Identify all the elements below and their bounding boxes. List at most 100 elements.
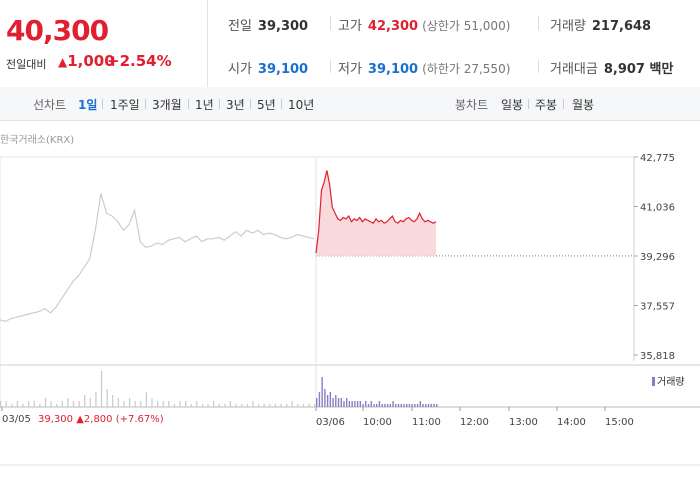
volume-bar bbox=[324, 389, 326, 407]
volume-bar bbox=[302, 404, 304, 407]
period-3m[interactable]: 3개월 bbox=[152, 98, 182, 112]
current-price: 40,300 bbox=[6, 14, 109, 47]
volume-bar bbox=[376, 404, 378, 407]
prev-day-change: 2,800 bbox=[83, 414, 113, 425]
trade-value-value: 8,907 백만 bbox=[603, 62, 674, 77]
y-tick-label: 39,296 bbox=[640, 252, 675, 263]
volume-value: 217,648 bbox=[591, 19, 652, 34]
volume-bar bbox=[274, 404, 276, 407]
y-tick-label: 41,036 bbox=[640, 203, 675, 214]
volume-bar bbox=[252, 401, 254, 407]
volume-bar bbox=[0, 401, 2, 407]
prev-day-pct: (+7.67%) bbox=[115, 414, 164, 425]
volume-bar bbox=[106, 389, 108, 407]
period-10y[interactable]: 10년 bbox=[288, 98, 315, 112]
volume-bar bbox=[39, 404, 41, 407]
volume-bar bbox=[386, 404, 389, 407]
volume-bar bbox=[285, 404, 288, 407]
trade-value: 거래대금 8,907 백만 bbox=[550, 58, 673, 77]
trade-value-label: 거래대금 bbox=[550, 62, 598, 77]
volume-bar bbox=[117, 398, 119, 407]
x-tick-label: 12:00 bbox=[460, 417, 489, 428]
low: 저가 39,100 (하한가 27,550) bbox=[338, 58, 510, 77]
candle-weekly[interactable]: 주봉 bbox=[535, 98, 558, 112]
volume-bar bbox=[16, 401, 19, 407]
volume-bar bbox=[67, 398, 69, 407]
volume-bar bbox=[316, 398, 318, 407]
volume-bar bbox=[321, 377, 323, 407]
volume-bar bbox=[297, 404, 299, 407]
period-1w[interactable]: 1주일 bbox=[110, 98, 140, 112]
prev-close: 전일 39,300 bbox=[228, 15, 308, 34]
volume-bar bbox=[22, 404, 24, 407]
upper-limit: (상한가 51,000) bbox=[422, 19, 511, 33]
period-5y[interactable]: 5년 bbox=[257, 98, 276, 112]
candle-monthly[interactable]: 월봉 bbox=[572, 98, 595, 112]
volume-bar bbox=[348, 401, 351, 407]
volume-bar bbox=[95, 392, 97, 407]
line-chart-label: 선차트 bbox=[33, 98, 67, 112]
volume-bar bbox=[33, 401, 35, 407]
lower-limit: (하한가 27,550) bbox=[422, 62, 511, 76]
volume-bar bbox=[145, 392, 147, 407]
y-tick-label: 42,775 bbox=[640, 153, 675, 164]
volume-bar bbox=[425, 404, 427, 407]
volume-bar bbox=[190, 404, 192, 407]
low-label: 저가 bbox=[338, 62, 362, 77]
x-tick-label: 11:00 bbox=[412, 417, 441, 428]
candle-chart-label: 봉차트 bbox=[455, 98, 489, 112]
change-amount: 1,000 bbox=[67, 52, 115, 70]
volume-bar bbox=[314, 404, 316, 407]
x-tick-label: 15:00 bbox=[605, 417, 634, 428]
volume-bar bbox=[179, 401, 181, 407]
volume-legend: 거래량 bbox=[652, 373, 685, 388]
data-source: 한국거래소(KRX) bbox=[0, 135, 75, 146]
volume-bar bbox=[72, 401, 75, 407]
volume-bar bbox=[78, 401, 80, 407]
change-percent: +2.54% bbox=[107, 52, 172, 70]
volume-bar bbox=[329, 392, 332, 407]
volume-bar bbox=[395, 404, 397, 407]
volume-bar bbox=[229, 401, 232, 407]
volume-bar bbox=[389, 404, 392, 407]
volume-bar bbox=[414, 404, 416, 407]
volume-bar bbox=[280, 404, 282, 407]
prev-day-date: 03/05 bbox=[2, 414, 31, 425]
period-1y[interactable]: 1년 bbox=[195, 98, 214, 112]
today-area bbox=[316, 170, 436, 256]
volume-label: 거래량 bbox=[550, 19, 586, 34]
volume-bar bbox=[11, 404, 13, 407]
price-box: 40,300 전일대비 ▲1,000 +2.54% bbox=[0, 0, 208, 87]
volume-bar bbox=[367, 404, 370, 407]
high-label: 고가 bbox=[338, 19, 362, 34]
x-tick-label: 14:00 bbox=[557, 417, 586, 428]
volume-bar bbox=[128, 398, 131, 407]
y-tick-label: 35,818 bbox=[640, 351, 675, 362]
volume-bar bbox=[381, 404, 383, 407]
volume-bar bbox=[422, 404, 424, 407]
volume-bar bbox=[436, 404, 438, 407]
volume-bar bbox=[337, 398, 340, 407]
high-value: 42,300 bbox=[367, 19, 419, 34]
change-label: 전일대비 bbox=[6, 58, 47, 71]
volume-bar bbox=[408, 404, 411, 407]
volume-bar bbox=[140, 401, 142, 407]
volume-bar bbox=[373, 404, 375, 407]
period-3y[interactable]: 3년 bbox=[226, 98, 245, 112]
volume-bar bbox=[419, 401, 422, 407]
volume-bar bbox=[365, 401, 367, 407]
period-1d[interactable]: 1일 bbox=[78, 98, 98, 112]
volume-bar bbox=[433, 404, 435, 407]
volume-bar bbox=[257, 404, 260, 407]
volume-bar bbox=[354, 401, 356, 407]
volume-bar bbox=[291, 401, 293, 407]
volume-bar bbox=[269, 404, 271, 407]
volume-bar bbox=[207, 404, 209, 407]
candle-daily[interactable]: 일봉 bbox=[501, 98, 524, 112]
volume-bar bbox=[201, 404, 204, 407]
volume-bar bbox=[397, 404, 400, 407]
volume-bar bbox=[162, 401, 164, 407]
x-tick-label: 13:00 bbox=[509, 417, 538, 428]
volume-bar bbox=[362, 404, 364, 407]
